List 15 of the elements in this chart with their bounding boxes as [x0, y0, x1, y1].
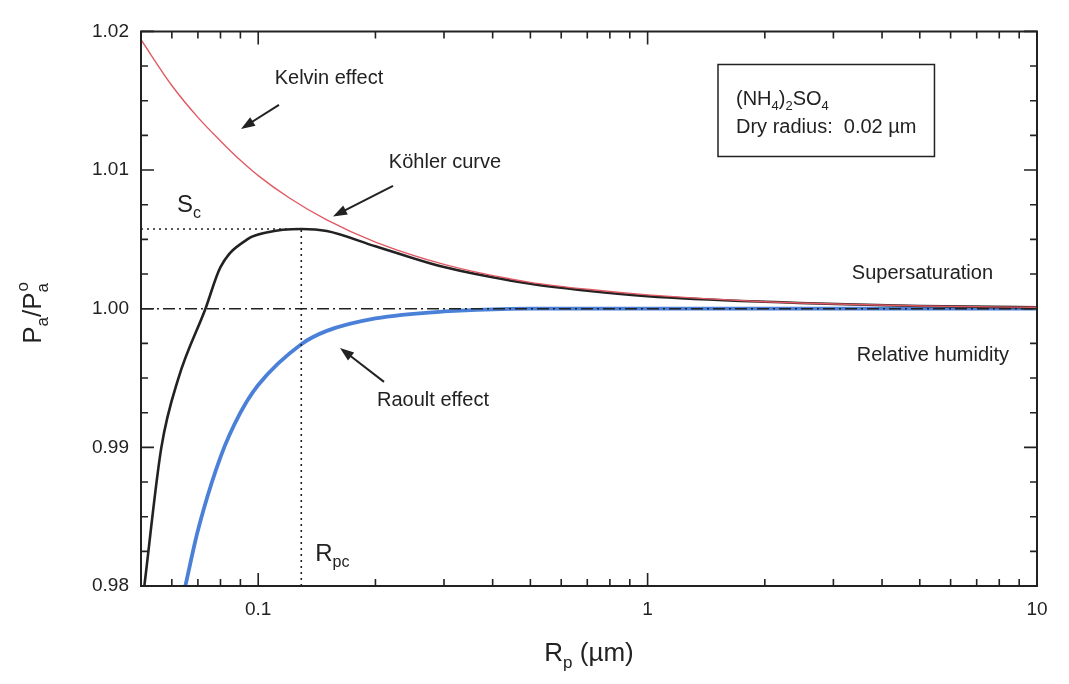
annotation: Supersaturation [851, 260, 993, 283]
y-axis-title: Pa/Pao [13, 282, 52, 344]
annotation: Dry radius: 0.02 µm [736, 114, 917, 137]
y-tick-label: 0.99 [92, 435, 129, 457]
x-tick-label: 10 [1026, 597, 1048, 619]
annotation: Relative humidity [856, 342, 1010, 365]
annotation: Kelvin effect [274, 66, 384, 89]
y-tick-label: 1.00 [92, 296, 129, 318]
annotation: Köhler curve [388, 150, 502, 173]
y-tick-label: 1.01 [92, 158, 129, 180]
y-tick-label: 1.02 [92, 19, 129, 41]
annotation: Raoult effect [377, 388, 490, 411]
y-tick-label: 0.98 [92, 574, 129, 596]
x-tick-label: 1 [642, 597, 653, 619]
x-tick-label: 0.1 [245, 597, 272, 619]
